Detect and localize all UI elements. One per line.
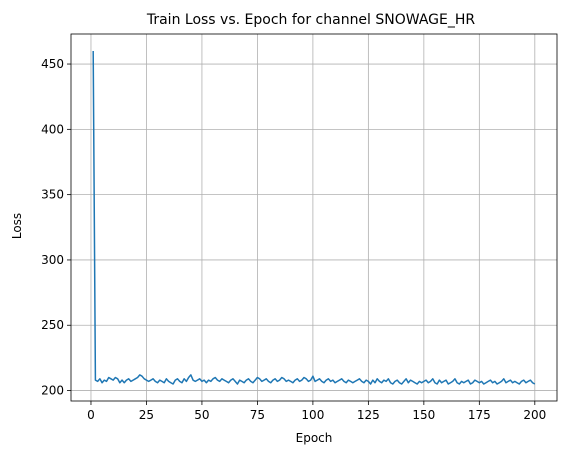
x-tick-label: 75: [250, 408, 265, 422]
chart-title: Train Loss vs. Epoch for channel SNOWAGE…: [146, 12, 476, 28]
y-tick-label: 400: [41, 122, 64, 136]
y-tick-label: 250: [41, 318, 64, 332]
y-axis-ticks: 200 250 300 350 400 450: [41, 57, 71, 398]
x-tick-label: 100: [301, 408, 324, 422]
y-tick-label: 200: [41, 384, 64, 398]
y-tick-label: 300: [41, 253, 64, 267]
y-axis-label: Loss: [10, 213, 24, 239]
y-tick-label: 350: [41, 188, 64, 202]
series-line: [92, 50, 536, 385]
x-axis-label: Epoch: [296, 431, 333, 445]
plot-area-frame: [70, 33, 558, 402]
x-tick-label: 0: [87, 408, 95, 422]
x-tick-label: 25: [139, 408, 154, 422]
x-tick-label: 150: [412, 408, 435, 422]
series-lines: [92, 50, 536, 385]
x-tick-label: 200: [523, 408, 546, 422]
x-tick-label: 125: [357, 408, 380, 422]
x-tick-label: 50: [194, 408, 209, 422]
grid: [71, 34, 557, 401]
x-tick-label: 175: [468, 408, 491, 422]
y-tick-label: 450: [41, 57, 64, 71]
x-axis-ticks: 0 25 50 75 100 125 150 175 200: [87, 401, 546, 422]
